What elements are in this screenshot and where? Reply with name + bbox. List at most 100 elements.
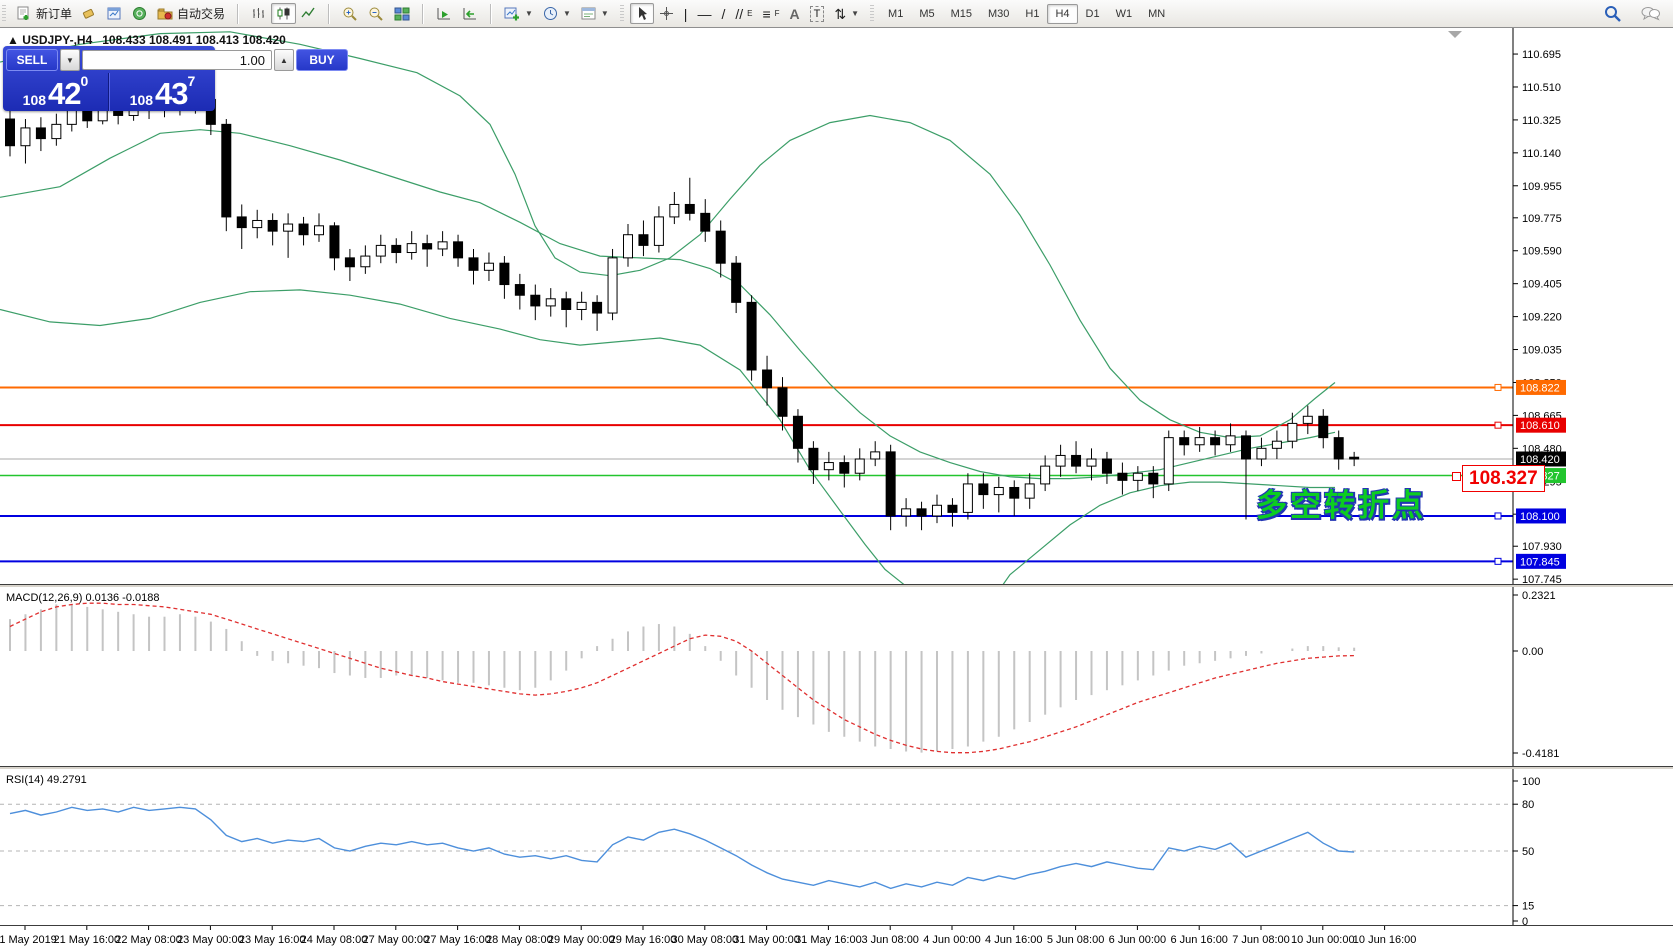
candle-body-bull [375, 244, 386, 257]
new-order-button[interactable]: 新订单 [12, 2, 77, 25]
timeframe-W1[interactable]: W1 [1115, 7, 1133, 20]
zoom-out-icon [368, 6, 384, 22]
timeframe-M30[interactable]: M30 [988, 7, 1010, 20]
rsi-axis-label: 15 [1522, 901, 1534, 913]
buy-price-main: 43 [155, 76, 188, 111]
buy-button[interactable]: BUY [296, 49, 348, 71]
trendline-button[interactable]: / [716, 4, 730, 24]
level-price-label-bg [1516, 553, 1566, 569]
collapse-arrow-icon[interactable]: ▲ [7, 33, 23, 47]
y-axis-tick-label: 109.220 [1522, 312, 1562, 324]
dropdown-caret-icon[interactable]: ▼ [851, 9, 860, 18]
toolbar-separator [328, 3, 331, 24]
templates-button[interactable]: ▼ [576, 3, 614, 24]
buy-price-pip: 7 [187, 73, 196, 89]
candle-body-bull [1132, 472, 1143, 481]
turning-point-annotation[interactable]: 多空转折点 [1256, 488, 1426, 523]
price-callout-label[interactable]: 108.327 [1462, 465, 1545, 492]
channel-button[interactable]: //E [730, 4, 757, 24]
buy-price[interactable]: 108 43 7 [109, 73, 215, 111]
y-axis-tick-label: 107.930 [1522, 541, 1562, 553]
candle-body-bear [329, 225, 340, 259]
macd-indicator-panel[interactable]: 0.2321 0.00 -0.4181 MACD(12,26,9) 0.0136 -0… [0, 587, 1673, 766]
toolbar-grip[interactable] [619, 4, 624, 23]
autotrading-button[interactable]: 自动交易 [152, 2, 230, 25]
candle-body-bear [1009, 486, 1020, 499]
chart-shift-button[interactable] [457, 3, 483, 24]
cursor-button[interactable] [629, 3, 654, 24]
time-axis-label: 21 May 16:00 [53, 934, 120, 946]
timeframe-H1[interactable]: H1 [1025, 7, 1040, 20]
crosshair-icon [659, 6, 674, 21]
sell-button[interactable]: SELL [6, 49, 58, 71]
candle-body-bull [1024, 483, 1035, 499]
sell-price-main: 42 [48, 76, 81, 111]
time-axis-label: 4 Jun 00:00 [923, 934, 981, 946]
timeframe-MN[interactable]: MN [1148, 7, 1166, 20]
candle-body-bull [576, 301, 587, 310]
level-line-anchor [1494, 512, 1502, 520]
horizontal-line-button[interactable]: — [692, 4, 716, 24]
level-price-label: 108.610 [1520, 420, 1560, 432]
candle-body-bull [1256, 447, 1267, 460]
chart-window-button[interactable] [102, 3, 127, 24]
timeframe-D1[interactable]: D1 [1085, 7, 1100, 20]
candle-body-bear [592, 301, 603, 314]
candle-body-bear [298, 223, 309, 236]
candle-body-bear [1101, 458, 1112, 474]
rsi-indicator-panel[interactable]: 100 80 50 15 0 RSI(14) 49.2791 [0, 769, 1673, 928]
dropdown-caret-icon[interactable]: ▼ [525, 9, 533, 18]
candlestick-chart[interactable]: 110.695 110.510 110.325 110.140 109.955 109.7… [0, 28, 1673, 590]
symbol-timeframe: USDJPY-,H4 [22, 33, 93, 47]
candlestick-button[interactable] [271, 3, 297, 24]
price-chart-panel[interactable]: 110.695 110.510 110.325 110.140 109.955 109.7… [0, 28, 1673, 590]
candle-body-bear [344, 257, 355, 268]
volume-input[interactable] [82, 50, 272, 70]
chat-button[interactable] [1636, 3, 1665, 24]
callout-anchor-handle[interactable] [1452, 472, 1461, 481]
zoom-in-button[interactable] [337, 3, 363, 25]
timeframe-M15[interactable]: M15 [950, 7, 972, 20]
timeframe-H4[interactable]: H4 [1047, 3, 1078, 24]
dropdown-caret-icon[interactable]: ▼ [562, 9, 571, 18]
rsi-chart[interactable]: 100 80 50 15 0 RSI(14) 49.2791 [0, 769, 1673, 928]
eraser-button[interactable] [77, 3, 102, 24]
metaquotes-icon [132, 6, 147, 21]
y-axis-tick-label: 109.775 [1522, 213, 1562, 225]
bar-chart-button[interactable] [246, 3, 271, 24]
toolbar-grip[interactable] [870, 4, 875, 23]
periods-button[interactable]: ▼ [538, 3, 576, 24]
sell-price[interactable]: 108 42 0 [3, 73, 109, 111]
candle-body-bear [792, 415, 803, 449]
toolbar-grip[interactable] [2, 4, 6, 23]
time-axis-label: 23 May 16:00 [239, 934, 306, 946]
candle-body-bull [1225, 435, 1236, 446]
level-price-label-bg [1516, 379, 1566, 395]
auto-scroll-button[interactable] [431, 3, 457, 24]
vertical-line-button[interactable]: | [679, 4, 693, 24]
time-axis-label: 31 May 16:00 [795, 934, 862, 946]
dropdown-caret-icon[interactable]: ▼ [600, 9, 609, 18]
text-button[interactable]: A [785, 4, 805, 24]
time-axis-label: 10 Jun 00:00 [1291, 934, 1355, 946]
tile-windows-button[interactable] [389, 3, 415, 24]
zoom-out-button[interactable] [363, 3, 389, 25]
text-label-button[interactable]: T [805, 3, 830, 25]
search-button[interactable] [1599, 2, 1626, 25]
time-axis-label: 3 Jun 08:00 [861, 934, 919, 946]
timeframe-M1[interactable]: M1 [888, 7, 904, 20]
crosshair-button[interactable] [654, 3, 679, 24]
metaquotes-community-button[interactable] [127, 3, 152, 24]
tile-windows-icon [394, 6, 410, 21]
line-chart-button[interactable] [296, 3, 321, 24]
macd-chart[interactable]: 0.2321 0.00 -0.4181 MACD(12,26,9) 0.0136 -0… [0, 587, 1673, 766]
rsi-axis-label: 100 [1522, 776, 1540, 788]
volume-increase-button[interactable]: ▲ [274, 49, 294, 71]
arrows-button[interactable]: ⇅ ▼ [829, 4, 864, 24]
volume-decrease-button[interactable]: ▼ [60, 49, 80, 71]
new-chart-button[interactable]: ▼ [499, 3, 538, 24]
timeframe-M5[interactable]: M5 [919, 7, 935, 20]
candle-body-bull [252, 219, 263, 229]
fibonacci-button[interactable]: ≡ F [757, 4, 784, 24]
